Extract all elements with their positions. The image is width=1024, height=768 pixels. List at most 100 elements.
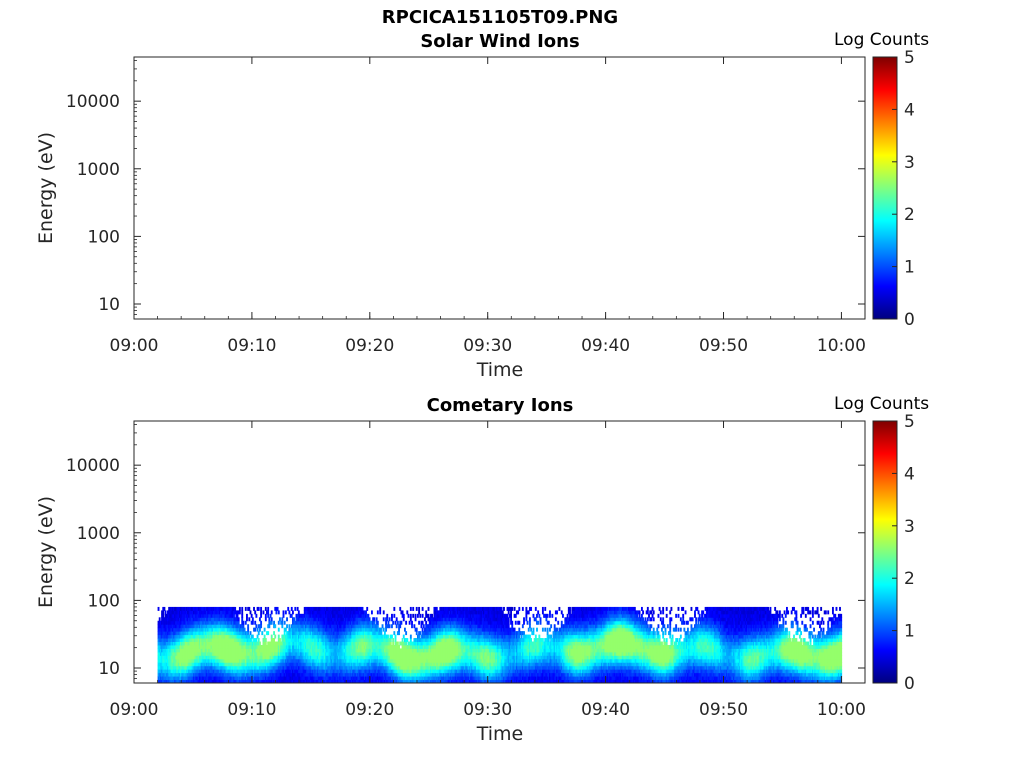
spectrogram-cell <box>373 644 376 649</box>
spectrogram-cell <box>346 644 349 649</box>
spectrogram-cell <box>281 634 284 639</box>
spectrogram-cell <box>307 644 310 649</box>
spectrogram-cell <box>202 624 205 629</box>
spectrogram-cell <box>208 627 211 632</box>
spectrogram-cell <box>326 672 329 677</box>
spectrogram-cell <box>330 665 333 670</box>
spectrogram-cell <box>268 658 271 663</box>
spectrogram-cell <box>300 679 303 683</box>
spectrogram-cell <box>195 655 198 660</box>
spectrogram-cell <box>348 679 351 683</box>
spectrogram-cell <box>317 613 320 618</box>
spectrogram-cell <box>376 631 379 636</box>
spectrogram-cell <box>274 606 277 611</box>
spectrogram-cell <box>368 648 371 653</box>
spectrogram-cell <box>370 631 373 636</box>
spectrogram-cell <box>376 658 379 663</box>
spectrogram-cell <box>256 665 259 670</box>
spectrogram-cell <box>358 655 360 660</box>
spectrogram-cell <box>349 638 352 643</box>
spectrogram-cell <box>291 631 294 636</box>
spectrogram-cell <box>343 634 346 639</box>
spectrogram-cell <box>158 644 161 649</box>
spectrogram-cell <box>255 644 258 649</box>
spectrogram-cell <box>360 676 363 681</box>
spectrogram-cell <box>335 669 338 674</box>
spectrogram-cell <box>300 624 303 629</box>
spectrogram-cell <box>224 617 227 622</box>
spectrogram-cell <box>188 672 191 677</box>
spectrogram-cell <box>348 634 351 639</box>
spectrogram-cell <box>354 651 357 656</box>
spectrogram-cell <box>314 676 317 681</box>
spectrogram-cell <box>266 679 268 683</box>
spectrogram-cell <box>260 613 263 618</box>
spectrogram-cell <box>323 624 326 629</box>
spectrogram-cell <box>301 638 304 643</box>
spectrogram-cell <box>246 658 248 663</box>
spectrogram-cell <box>365 631 367 636</box>
spectrogram-cell <box>291 662 294 667</box>
spectrogram-cell <box>203 662 206 667</box>
spectrogram-cell <box>195 672 198 677</box>
spectrogram-cell <box>334 672 337 677</box>
spectrogram-cell <box>209 631 212 636</box>
spectrogram-cell <box>164 644 167 649</box>
spectrogram-cell <box>359 672 362 677</box>
spectrogram-cell <box>323 679 326 683</box>
spectrogram-cell <box>256 655 259 660</box>
spectrogram-cell <box>169 606 172 611</box>
spectrogram-cell <box>260 665 263 670</box>
spectrogram-cell <box>304 676 307 681</box>
spectrogram-cell <box>296 651 299 656</box>
spectrogram-cell <box>297 641 300 646</box>
spectrogram-cell <box>277 627 280 632</box>
spectrogram-cell <box>217 606 220 611</box>
spectrogram-cell <box>183 658 186 663</box>
spectrogram-cell <box>333 655 336 660</box>
spectrogram-cell <box>244 669 247 674</box>
x-tick-label: 09:00 <box>110 336 159 356</box>
spectrogram-cell <box>322 620 325 625</box>
spectrogram-cell <box>174 641 176 646</box>
spectrogram-cell <box>360 644 363 649</box>
spectrogram-cell <box>264 613 267 618</box>
spectrogram-cell <box>170 620 173 625</box>
spectrogram-cell <box>342 624 345 629</box>
spectrogram-cell <box>375 658 378 663</box>
spectrogram-cell <box>295 648 298 653</box>
spectrogram-cell <box>175 676 178 681</box>
spectrogram-cell <box>196 648 199 653</box>
spectrogram-cell <box>398 631 400 636</box>
spectrogram-cell <box>168 617 171 622</box>
spectrogram-cell <box>290 665 293 670</box>
spectrogram-cell <box>158 676 161 681</box>
spectrogram-cell <box>183 634 186 639</box>
spectrogram-cell <box>170 638 173 643</box>
spectrogram-cell <box>181 669 184 674</box>
spectrogram-cell <box>307 631 310 636</box>
spectrogram-cell <box>181 651 184 656</box>
spectrogram-cell <box>330 610 333 615</box>
spectrogram-cell <box>407 613 410 618</box>
spectrogram-cell <box>349 648 352 653</box>
spectrogram-cell <box>158 648 161 653</box>
spectrogram-cell <box>359 679 362 683</box>
spectrogram-cell <box>159 665 162 670</box>
spectrogram-cell <box>289 638 292 643</box>
spectrogram-cell <box>379 676 382 681</box>
spectrogram-cell <box>233 651 235 656</box>
spectrogram-cell <box>183 662 186 667</box>
spectrogram-cell <box>242 669 245 674</box>
spectrogram-cell <box>185 648 188 653</box>
spectrogram-cell <box>174 624 176 629</box>
spectrogram-cell <box>325 638 327 643</box>
spectrogram-cell <box>385 634 388 639</box>
spectrogram-cell <box>198 617 201 622</box>
spectrogram-cell <box>213 658 215 663</box>
spectrogram-cell <box>279 644 281 649</box>
spectrogram-cell <box>247 665 250 670</box>
spectrogram-cell <box>183 651 186 656</box>
spectrogram-cell <box>325 606 327 611</box>
spectrogram-cell <box>171 655 174 660</box>
